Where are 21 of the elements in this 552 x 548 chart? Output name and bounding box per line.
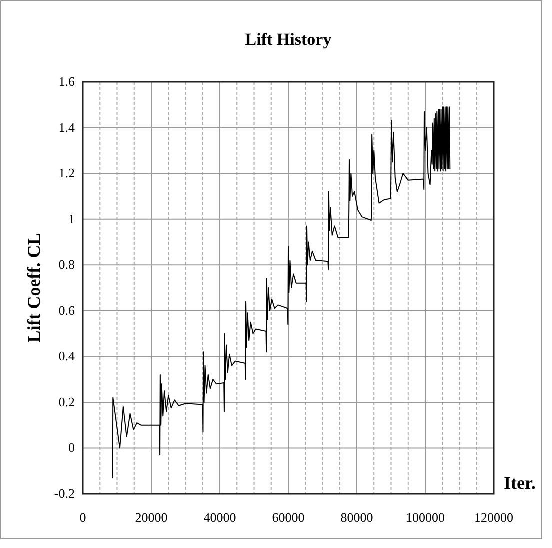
x-tick-label: 20000 xyxy=(135,510,168,525)
y-tick-label: -0.2 xyxy=(54,486,75,501)
y-tick-label: 0.4 xyxy=(58,348,76,364)
y-tick-label: 1.2 xyxy=(58,166,75,181)
x-tick-label: 0 xyxy=(80,510,86,525)
y-tick-label: 1.6 xyxy=(58,74,76,89)
x-tick-label: 80000 xyxy=(340,510,374,525)
y-tick-label: 0.6 xyxy=(58,302,76,318)
x-axis-title: Iter. xyxy=(504,473,536,493)
y-tick-label: 0.8 xyxy=(58,257,75,272)
y-tick-label: 0.2 xyxy=(58,394,75,410)
x-tick-label: 120000 xyxy=(474,510,514,525)
x-tick-label: 40000 xyxy=(204,510,236,525)
y-axis-title: Lift Coeff. CL xyxy=(24,233,44,343)
y-tick-label: 0 xyxy=(68,440,75,456)
x-tick-label: 100000 xyxy=(406,510,445,525)
x-tick-label: 60000 xyxy=(272,510,305,525)
chart-title: Lift History xyxy=(245,30,332,49)
line-series xyxy=(112,106,451,478)
y-tick-label: 1 xyxy=(68,211,75,226)
y-tick-label: 1.4 xyxy=(58,120,76,135)
